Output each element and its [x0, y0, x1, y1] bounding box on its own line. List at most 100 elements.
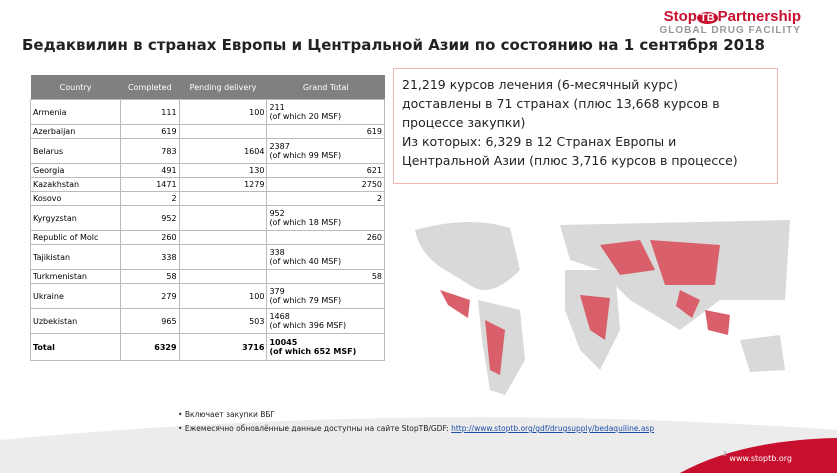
- completed-cell: 965: [120, 308, 180, 334]
- header-cell: Completed: [120, 75, 180, 100]
- empty-cell: [178, 244, 268, 270]
- total-cell: 379 (of which 79 MSF): [266, 283, 385, 309]
- total-value: 952: [269, 209, 285, 218]
- completed-cell: 111: [120, 99, 180, 125]
- total-cell: 1468 (of which 396 MSF): [266, 308, 385, 334]
- country-cell: Kyrgyzstan: [29, 205, 122, 231]
- completed-cell: 783: [120, 138, 180, 164]
- total-value: 2: [376, 194, 382, 203]
- total-note: (of which 396 MSF): [269, 321, 347, 330]
- summary-line: 21,219 курсов лечения (6-месячный курс): [402, 77, 679, 92]
- country-cell: Turkmenistan: [29, 269, 122, 284]
- table-row: Armenia 111 100 211 (of which 20 MSF): [29, 99, 385, 125]
- table-row: Ukraine 279 100 379 (of which 79 MSF): [29, 283, 385, 309]
- table-row: Kazakhstan 1471 1279 2750: [29, 177, 385, 192]
- table-row: Tajikistan 338 338 (of which 40 MSF): [29, 244, 385, 270]
- country-cell: Georgia: [29, 163, 122, 178]
- pending-cell: 130: [178, 163, 268, 178]
- pending-cell: 100: [178, 283, 268, 309]
- empty-cell: [178, 191, 268, 206]
- completed-cell: 491: [120, 163, 180, 178]
- empty-cell: [178, 230, 268, 245]
- total-cell: 952 (of which 18 MSF): [266, 205, 385, 231]
- total-cell: 2: [266, 191, 385, 206]
- completed-cell: 6329: [120, 333, 180, 361]
- country-cell: Kosovo: [29, 191, 122, 206]
- total-cell: 58: [266, 269, 385, 284]
- logo-text: Stop: [663, 8, 697, 25]
- summary-line: процессе закупки): [402, 115, 526, 130]
- total-cell: 621: [266, 163, 385, 178]
- country-cell: Tajikistan: [29, 244, 122, 270]
- country-cell: Ukraine: [29, 283, 122, 309]
- empty-cell: [178, 205, 268, 231]
- table-row: Republic of Molc 260 260: [29, 230, 385, 245]
- pending-cell: 3716: [178, 333, 268, 361]
- logo-subtitle: GLOBAL DRUG FACILITY: [659, 25, 801, 36]
- total-note: (of which 99 MSF): [269, 151, 342, 160]
- table-row: Turkmenistan 58 58: [29, 269, 385, 284]
- table-row: Belarus 783 1604 2387 (of which 99 MSF): [29, 138, 385, 164]
- total-value: 58: [371, 272, 382, 281]
- country-cell: Total: [29, 333, 122, 361]
- summary-line: Из которых: 6,329 в 12 Странах Европы и: [402, 134, 677, 149]
- summary-line: доставлены в 71 странах (плюс 13,668 кур…: [402, 96, 720, 111]
- total-value: 211: [269, 103, 285, 112]
- pending-cell: 1604: [178, 138, 268, 164]
- header-cell: Country: [30, 75, 121, 100]
- summary-line: Центральной Азии (плюс 3,716 курсов в пр…: [402, 153, 738, 168]
- country-cell: Belarus: [29, 138, 122, 164]
- bullet-text: Ежемесячно обновлённые данные доступны н…: [184, 424, 449, 433]
- completed-cell: 619: [120, 124, 180, 139]
- country-cell: Armenia: [29, 99, 122, 125]
- bullets: • Включает закупки ВБГ • Ежемесячно обнов…: [178, 408, 654, 436]
- bullet: • Включает закупки ВБГ: [178, 410, 276, 419]
- total-value: 2387: [269, 142, 290, 151]
- country-cell: Azerbaijan: [29, 124, 122, 139]
- logo: Stop TB Partnership GLOBAL DRUG FACILITY: [660, 8, 801, 36]
- logo-text: Partnership: [717, 8, 801, 25]
- link[interactable]: http://www.stoptb.org/gdf/drugsupply/bed…: [451, 424, 655, 433]
- table-row: Georgia 491 130 621: [29, 163, 385, 178]
- table-row: Total 6329 3716 10045 (of which 652 MSF): [29, 333, 385, 361]
- header-cell: Pending delivery: [179, 75, 267, 100]
- total-cell: 211 (of which 20 MSF): [266, 99, 385, 125]
- total-value: 10045: [269, 338, 298, 347]
- summary: 21,219 курсов лечения (6-месячный курс) д…: [393, 68, 778, 184]
- completed-cell: 2: [120, 191, 180, 206]
- country-cell: Uzbekistan: [29, 308, 122, 334]
- table-row: Uzbekistan 965 503 1468 (of which 396 MSF): [29, 308, 385, 334]
- total-value: 338: [269, 248, 285, 257]
- pending-cell: 1279: [178, 177, 268, 192]
- total-value: 2750: [361, 180, 382, 189]
- country-cell: Kazakhstan: [29, 177, 122, 192]
- country-cell: Republic of Molc: [29, 230, 122, 245]
- pending-cell: 100: [178, 99, 268, 125]
- total-note: (of which 20 MSF): [269, 112, 342, 121]
- completed-cell: 1471: [120, 177, 180, 192]
- completed-cell: 260: [120, 230, 180, 245]
- total-note: (of which 652 MSF): [269, 347, 357, 356]
- completed-cell: 279: [120, 283, 180, 309]
- total-cell: 619: [266, 124, 385, 139]
- total-cell: 260: [266, 230, 385, 245]
- table-row: Kosovo 2 2: [29, 191, 385, 206]
- completed-cell: 952: [120, 205, 180, 231]
- footer-url: www.stoptb.org: [729, 454, 792, 463]
- total-note: (of which 40 MSF): [269, 257, 342, 266]
- total-note: (of which 79 MSF): [269, 296, 342, 305]
- completed-cell: 58: [120, 269, 180, 284]
- page-number: 3: [722, 450, 727, 458]
- total-value: 621: [366, 166, 382, 175]
- total-value: 1468: [269, 312, 290, 321]
- empty-cell: [178, 124, 268, 139]
- total-value: 260: [366, 233, 382, 242]
- header-cell: Grand Total: [266, 75, 385, 100]
- total-value: 619: [366, 127, 382, 136]
- total-note: (of which 18 MSF): [269, 218, 342, 227]
- table-row: Azerbaijan 619 619: [29, 124, 385, 139]
- total-cell: 338 (of which 40 MSF): [266, 244, 385, 270]
- table: Country Completed Pending delivery Grand To…: [29, 75, 385, 361]
